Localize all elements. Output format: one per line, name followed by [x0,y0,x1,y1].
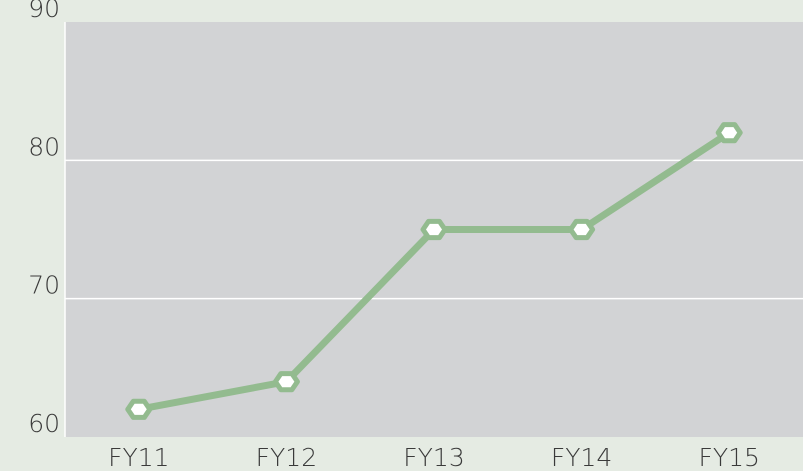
marker [272,371,300,393]
y-tick-label: 80 [28,132,60,161]
marker [125,398,153,420]
x-tick-label: FY12 [256,443,317,471]
y-tick-label: 90 [28,0,60,23]
x-tick-label: FY14 [551,443,612,471]
x-tick-label: FY15 [698,443,759,471]
x-tick-label: FY11 [108,443,169,471]
marker [715,122,743,144]
marker [568,218,596,241]
y-tick-label: 60 [28,409,60,438]
x-tick-label: FY13 [403,443,464,471]
marker [420,218,448,241]
y-tick-label: 70 [28,271,60,300]
